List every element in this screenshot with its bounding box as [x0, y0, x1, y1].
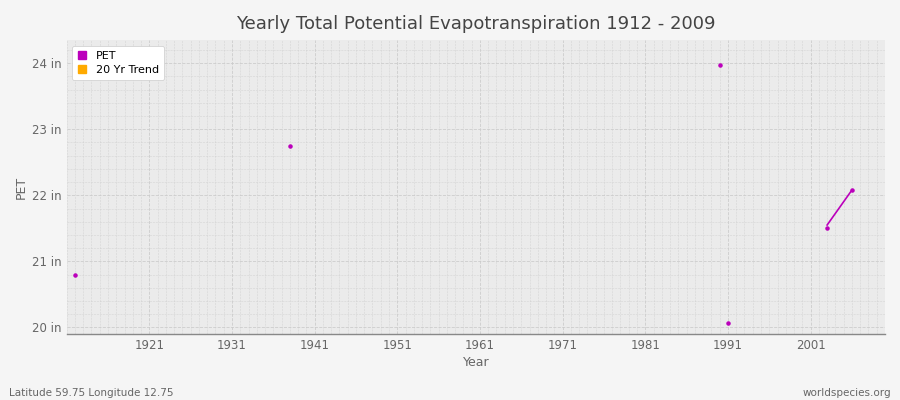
- X-axis label: Year: Year: [463, 356, 489, 369]
- Text: Latitude 59.75 Longitude 12.75: Latitude 59.75 Longitude 12.75: [9, 388, 174, 398]
- Point: [68, 271, 82, 278]
- Title: Yearly Total Potential Evapotranspiration 1912 - 2009: Yearly Total Potential Evapotranspiratio…: [236, 15, 716, 33]
- Point: [283, 142, 297, 149]
- Legend: PET, 20 Yr Trend: PET, 20 Yr Trend: [72, 46, 164, 80]
- Point: [820, 225, 834, 232]
- Point: [845, 187, 859, 193]
- Text: worldspecies.org: worldspecies.org: [803, 388, 891, 398]
- Point: [721, 320, 735, 326]
- Y-axis label: PET: PET: [15, 176, 28, 199]
- Point: [713, 62, 727, 68]
